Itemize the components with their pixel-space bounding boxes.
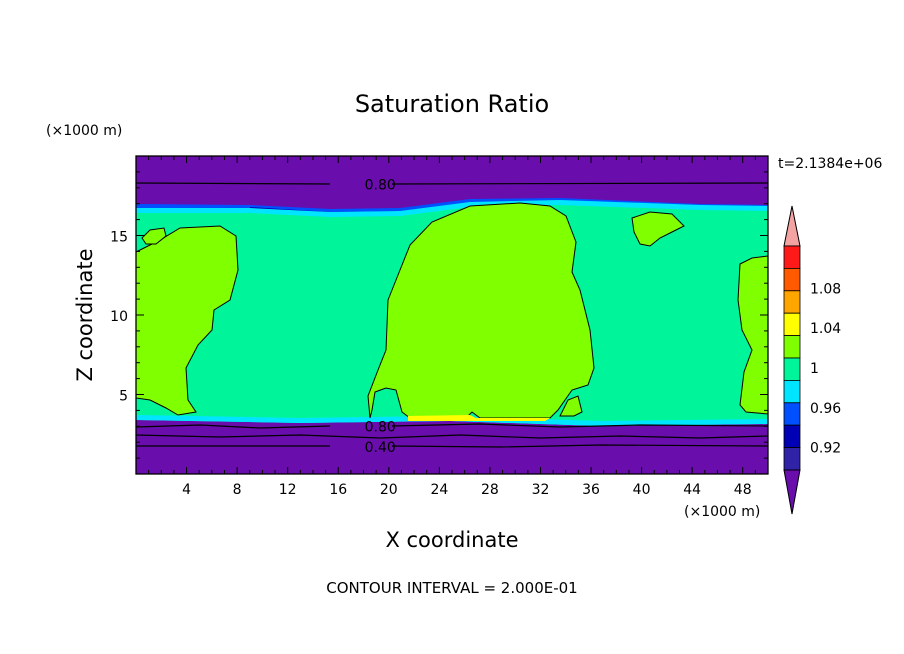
cloud-left-small: [141, 227, 167, 245]
plot-area: 0.800.800.40 4 8 12 16 20 24 28 32 36 40 44 48 5101…: [110, 155, 769, 498]
colorbar-swatch: [783, 245, 801, 269]
y-tick-label: 15: [110, 230, 128, 246]
x-axis-ticks: 4 8 12 16 20 24 28 32 36 40 44 48: [148, 156, 756, 498]
cloud-center: [367, 202, 595, 419]
y-axis-label: Z coordinate: [73, 248, 97, 381]
colorbar-label: 1.08: [810, 281, 841, 297]
colorbar-swatch: [783, 312, 801, 337]
colorbar-label: 1.04: [810, 321, 841, 337]
colorbar-swatch: [783, 424, 801, 449]
contour-label: 0.40: [365, 440, 396, 456]
contour-line-lower-2: [135, 434, 769, 439]
colorbar-swatch: [783, 267, 801, 292]
cloud-small-right-center: [559, 395, 583, 417]
colorbar-label: 0.96: [810, 401, 841, 417]
colorbar-swatch: [783, 290, 801, 314]
x-tick-label: 36: [582, 482, 600, 498]
y-unit-label: (×1000 m): [46, 123, 122, 139]
x-tick-label: 32: [532, 482, 550, 498]
x-tick-label: 16: [329, 482, 347, 498]
chart-title: Saturation Ratio: [355, 90, 549, 118]
colorbar-label: 0.92: [810, 441, 841, 457]
y-axis-ticks: 5 10 15: [110, 171, 768, 459]
x-axis-label: X coordinate: [385, 528, 518, 552]
x-tick-label: 12: [279, 482, 297, 498]
x-tick-label: 28: [481, 482, 499, 498]
x-tick-label: 4: [182, 482, 191, 498]
colorbar-swatch: [783, 447, 801, 471]
contour-line-lower-3: [136, 444, 769, 448]
colorbar-under-triangle: [783, 469, 801, 515]
cloud-upper-right: [631, 211, 685, 247]
upper-cyan-edge: [136, 200, 768, 217]
colorbar-swatch: [783, 402, 801, 426]
colorbar: 0.92 0.96 1 1.04 1.08: [783, 205, 841, 515]
time-label: t=2.1384e+06: [778, 156, 882, 172]
contour-line-lower-1: [135, 423, 769, 429]
contour-label: 0.80: [365, 419, 396, 435]
x-tick-label: 8: [233, 482, 242, 498]
x-tick-label: 44: [683, 482, 701, 498]
cloud-center-highlight: [408, 415, 550, 421]
colorbar-over-triangle: [783, 205, 801, 247]
colorbar-swatch: [783, 335, 801, 359]
colorbar-label: 1: [810, 361, 819, 377]
x-tick-label: 48: [734, 482, 752, 498]
contour-label: 0.80: [365, 178, 396, 194]
y-tick-label: 5: [119, 389, 128, 405]
x-tick-label: 24: [430, 482, 448, 498]
colorbar-swatch: [783, 379, 801, 404]
contour-line-upper: [135, 182, 769, 185]
y-tick-label: 10: [110, 309, 128, 325]
x-tick-label: 20: [380, 482, 398, 498]
x-tick-label: 40: [633, 482, 651, 498]
contour-labels: 0.80 0.80 0.40: [365, 178, 396, 456]
cloud-right: [737, 255, 769, 415]
x-unit-label: (×1000 m): [684, 504, 760, 520]
colorbar-swatch: [783, 357, 801, 381]
cloud-left: [135, 225, 239, 416]
contour-interval-note: CONTOUR INTERVAL = 2.000E-01: [326, 579, 577, 597]
